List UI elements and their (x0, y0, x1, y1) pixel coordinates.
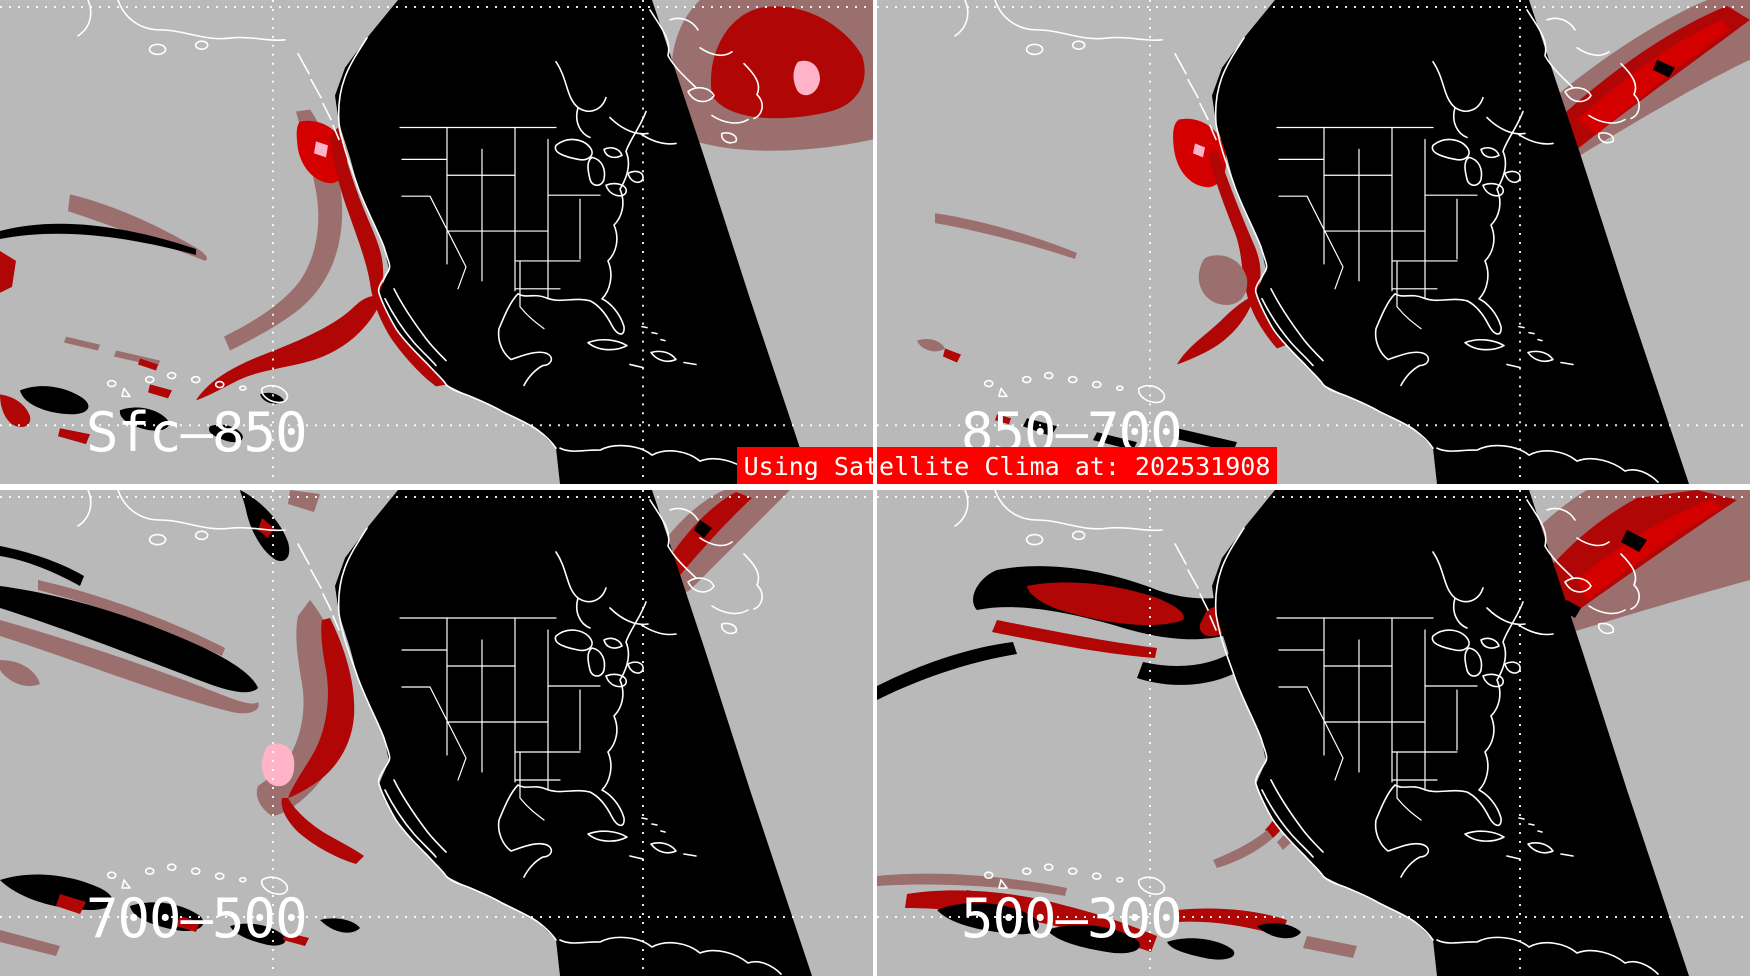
layer-label-sfc-850: Sfc—850 (86, 401, 308, 464)
divider-horizontal (0, 484, 1750, 490)
timestamp-banner-text: Using Satellite Clima at: 202531908 (743, 451, 1271, 481)
layer-label-500-300: 500—300 (961, 887, 1183, 950)
timestamp-banner: Using Satellite Clima at: 202531908 (737, 447, 1277, 485)
layer-label-700-500: 700—500 (86, 887, 308, 950)
